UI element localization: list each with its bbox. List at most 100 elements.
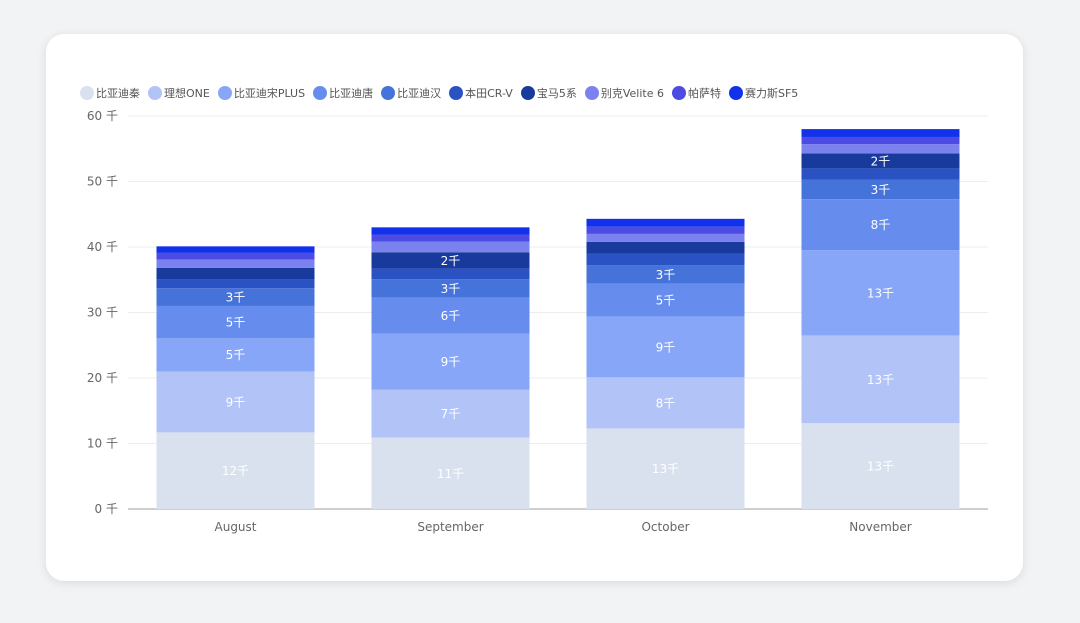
bar-segment[interactable] — [156, 432, 315, 509]
bar-segment[interactable] — [371, 279, 530, 298]
bar-segment[interactable] — [156, 338, 315, 372]
y-tick-label: 60 千 — [87, 109, 118, 123]
data-label: 13千 — [867, 373, 894, 387]
legend-item[interactable]: 比亚迪宋PLUS — [217, 85, 306, 101]
bar-segment[interactable] — [371, 241, 530, 253]
data-label: 3千 — [441, 282, 461, 296]
bar-segment[interactable] — [156, 267, 315, 280]
legend-label: 宝马5系 — [536, 87, 577, 100]
x-tick-label: September — [417, 520, 483, 534]
data-label: 13千 — [652, 462, 679, 476]
legend-label: 本田CR-V — [465, 87, 513, 100]
bar-segment[interactable] — [156, 288, 315, 306]
legend-label: 比亚迪唐 — [329, 87, 374, 100]
bar-segment[interactable] — [586, 226, 745, 234]
bar-segment[interactable] — [371, 333, 530, 390]
legend-marker — [520, 86, 535, 100]
data-label: 12千 — [222, 464, 249, 478]
data-label: 3千 — [871, 183, 891, 197]
legend-label: 别克Velite 6 — [600, 87, 664, 100]
bar-segment[interactable] — [156, 371, 315, 433]
legend-item[interactable]: 宝马5系 — [520, 85, 577, 101]
bar-segment[interactable] — [801, 250, 960, 336]
bar-segment[interactable] — [801, 153, 960, 169]
data-label: 2千 — [441, 254, 461, 268]
bar-segment[interactable] — [586, 233, 745, 242]
chart-card: 比亚迪秦 理想ONE 比亚迪宋PLUS 比亚迪唐 比亚迪汉 本田CR-V 宝马5系 别克Vel… — [46, 34, 1023, 581]
bar-segment[interactable] — [801, 144, 960, 154]
data-label: 11千 — [437, 467, 464, 481]
legend-marker — [728, 86, 743, 100]
bar-segment[interactable] — [371, 234, 530, 242]
legend-marker — [148, 86, 162, 100]
data-label: 5千 — [226, 348, 246, 362]
bar-segment[interactable] — [586, 241, 745, 254]
legend-marker — [584, 86, 599, 100]
legend-label: 比亚迪宋PLUS — [233, 87, 306, 100]
bar-segment[interactable] — [156, 305, 315, 339]
x-tick-label: August — [215, 520, 257, 534]
data-label: 7千 — [441, 407, 461, 421]
data-label: 8千 — [871, 218, 891, 232]
bar-segment[interactable] — [156, 259, 315, 268]
data-label: 5千 — [226, 315, 246, 329]
y-tick-label: 30 千 — [87, 306, 118, 320]
legend-item[interactable]: 比亚迪秦 — [80, 85, 140, 101]
data-label: 6千 — [441, 309, 461, 323]
legend-label: 比亚迪秦 — [96, 87, 140, 100]
legend-marker — [381, 86, 396, 100]
data-label: 2千 — [871, 154, 891, 168]
bar-segment[interactable] — [371, 389, 530, 438]
legend-item[interactable]: 本田CR-V — [449, 85, 513, 101]
bar-segment[interactable] — [371, 297, 530, 334]
legend-item[interactable]: 理想ONE — [148, 85, 210, 101]
bar-segment[interactable] — [801, 335, 960, 424]
y-tick-label: 50 千 — [87, 175, 118, 189]
bar-segment[interactable] — [586, 253, 745, 266]
x-tick-label: November — [849, 520, 911, 534]
bar-segment[interactable] — [156, 279, 315, 289]
chart-legend: 比亚迪秦 理想ONE 比亚迪宋PLUS 比亚迪唐 比亚迪汉 本田CR-V 宝马5系 别克Vel… — [80, 84, 798, 102]
bar-segment[interactable] — [801, 423, 960, 509]
bar-segment[interactable] — [801, 179, 960, 200]
legend-marker — [671, 86, 686, 100]
bar-segment[interactable] — [156, 252, 315, 260]
legend-item[interactable]: 别克Velite 6 — [584, 85, 664, 101]
bar-segment[interactable] — [801, 168, 960, 180]
data-label: 13千 — [867, 460, 894, 474]
bar-segment[interactable] — [586, 218, 745, 227]
bar-segment[interactable] — [586, 428, 745, 509]
legend-label: 帕萨特 — [687, 87, 721, 100]
bar-segment[interactable] — [371, 252, 530, 269]
y-tick-label: 0 千 — [95, 502, 118, 516]
bar-segment[interactable] — [371, 437, 530, 509]
bar-segment[interactable] — [586, 316, 745, 378]
legend-item[interactable]: 帕萨特 — [671, 85, 721, 101]
bar-segment[interactable] — [371, 227, 530, 235]
data-label: 3千 — [226, 291, 246, 305]
bar-segment[interactable] — [586, 265, 745, 284]
data-label: 13千 — [867, 286, 894, 300]
legend-marker — [80, 86, 94, 100]
data-label: 3千 — [656, 268, 676, 282]
x-tick-label: October — [641, 520, 689, 534]
data-label: 9千 — [656, 340, 676, 354]
stacked-bar-chart: 0 千 10 千 20 千 30 千 40 千 50 千 60 千 12千 9千 5千 5千 3千 Au… — [87, 109, 988, 534]
bar-segment[interactable] — [156, 246, 315, 253]
legend-label: 理想ONE — [164, 87, 210, 100]
bar-segment[interactable] — [586, 377, 745, 429]
legend-marker — [217, 86, 232, 100]
legend-label: 比亚迪汉 — [397, 87, 442, 100]
bar-segment[interactable] — [801, 136, 960, 145]
bar-segment[interactable] — [586, 283, 745, 317]
data-label: 5千 — [656, 294, 676, 308]
bar-segment[interactable] — [801, 199, 960, 251]
bar-segment[interactable] — [371, 268, 530, 280]
legend-item[interactable]: 比亚迪唐 — [313, 85, 373, 101]
data-label: 9千 — [226, 395, 246, 409]
legend-item[interactable]: 赛力斯SF5 — [728, 85, 798, 101]
bar-segment[interactable] — [801, 129, 960, 137]
y-tick-label: 40 千 — [87, 240, 118, 254]
legend-marker — [449, 86, 464, 100]
legend-item[interactable]: 比亚迪汉 — [381, 85, 441, 101]
